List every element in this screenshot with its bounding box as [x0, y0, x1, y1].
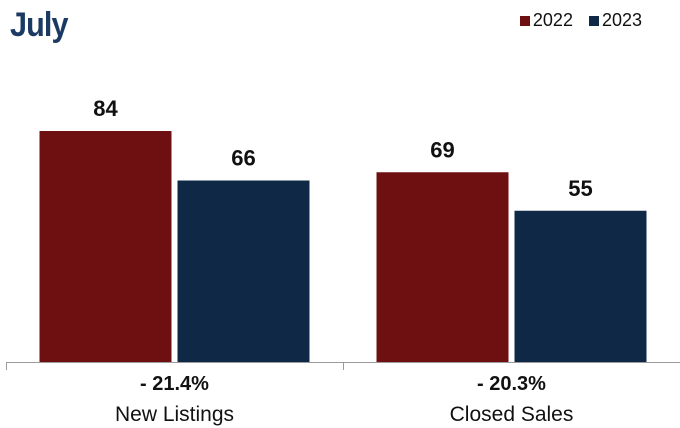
- category-label-new-listings: New Listings: [115, 403, 234, 426]
- value-label-new-listings-2022: 84: [93, 96, 118, 121]
- bar-new-listings-2022: [39, 131, 172, 362]
- value-label-closed-sales-2023: 55: [568, 176, 592, 201]
- legend-label-2023: 2023: [601, 10, 642, 30]
- chart-title: July: [10, 6, 69, 44]
- value-label-closed-sales-2022: 69: [430, 137, 454, 162]
- legend-swatch-2023: [588, 15, 599, 26]
- legend: 2022 2023: [519, 10, 642, 31]
- legend-item-2023: 2023: [588, 10, 642, 31]
- percent-change-closed-sales: - 20.3%: [477, 373, 546, 395]
- legend-swatch-2022: [519, 15, 530, 26]
- bar-closed-sales-2023: [514, 210, 647, 362]
- legend-label-2022: 2022: [532, 10, 573, 30]
- bar-closed-sales-2022: [376, 172, 509, 362]
- category-label-closed-sales: Closed Sales: [450, 403, 574, 426]
- value-label-new-listings-2023: 66: [231, 146, 255, 171]
- percent-change-new-listings: - 21.4%: [140, 373, 209, 395]
- legend-item-2022: 2022: [519, 10, 573, 31]
- bar-new-listings-2023: [177, 180, 310, 362]
